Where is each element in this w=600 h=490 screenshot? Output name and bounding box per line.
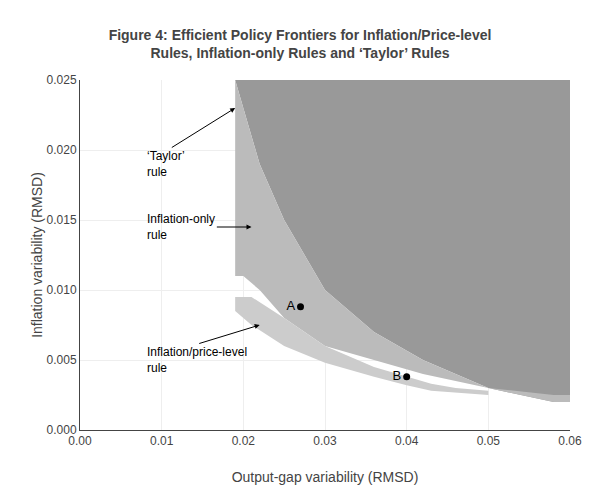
svg-text:A: A	[286, 298, 295, 313]
svg-text:0.000: 0.000	[47, 423, 77, 437]
svg-text:0.010: 0.010	[47, 283, 77, 297]
svg-text:0.025: 0.025	[47, 73, 77, 87]
svg-text:0.015: 0.015	[47, 213, 77, 227]
svg-text:Inflation-onlyrule: Inflation-onlyrule	[147, 212, 215, 242]
svg-text:B: B	[393, 368, 402, 383]
svg-text:0.05: 0.05	[477, 434, 501, 448]
svg-text:Output-gap variability (RMSD): Output-gap variability (RMSD)	[232, 469, 419, 485]
svg-text:0.04: 0.04	[395, 434, 419, 448]
svg-text:Inflation/price-levelrule: Inflation/price-levelrule	[147, 345, 247, 375]
svg-text:0.02: 0.02	[232, 434, 256, 448]
svg-text:0.00: 0.00	[68, 434, 92, 448]
svg-text:0.005: 0.005	[47, 353, 77, 367]
svg-text:0.020: 0.020	[47, 143, 77, 157]
svg-text:Inflation variability (RMSD): Inflation variability (RMSD)	[29, 172, 45, 338]
svg-text:Figure 4: Efficient Policy Fro: Figure 4: Efficient Policy Frontiers for…	[109, 27, 492, 61]
svg-text:‘Taylor’rule: ‘Taylor’rule	[147, 149, 185, 179]
svg-text:0.03: 0.03	[313, 434, 337, 448]
svg-text:0.06: 0.06	[558, 434, 582, 448]
svg-text:0.01: 0.01	[150, 434, 174, 448]
